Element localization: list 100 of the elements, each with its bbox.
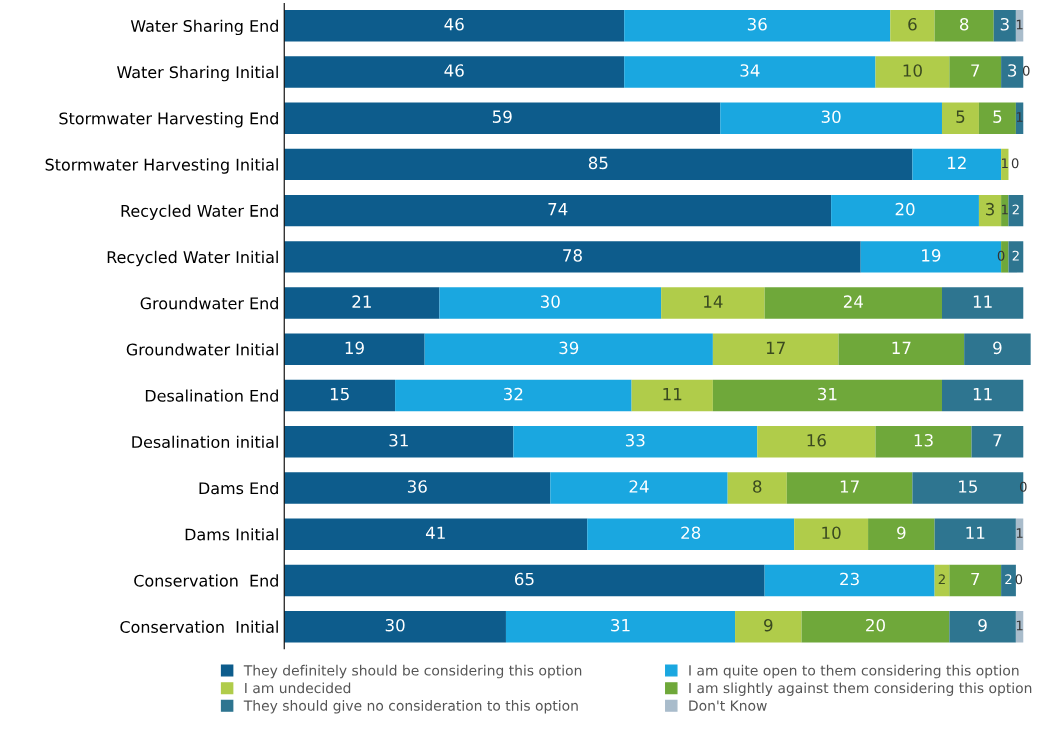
bar bbox=[395, 379, 632, 412]
y-tick-label: Conservation End bbox=[134, 574, 278, 587]
y-tick-label: Dams End bbox=[199, 481, 278, 495]
y-tick-label: Stormwater Harvesting End bbox=[59, 112, 278, 128]
bar bbox=[712, 379, 942, 412]
data-label: 7 bbox=[993, 434, 1002, 447]
data-label: 19 bbox=[345, 341, 364, 355]
bar bbox=[786, 472, 913, 504]
y-tick-label: Recycled Water Initial bbox=[107, 250, 278, 267]
data-label: 33 bbox=[625, 433, 645, 447]
bar bbox=[1008, 241, 1024, 273]
y-tick-label: Desalination End bbox=[145, 389, 278, 402]
bar bbox=[764, 287, 942, 319]
bar bbox=[631, 379, 713, 412]
bar bbox=[550, 472, 728, 504]
data-label: 8 bbox=[959, 17, 969, 31]
bar bbox=[794, 518, 869, 550]
bar bbox=[934, 518, 1016, 550]
bar bbox=[284, 518, 588, 550]
data-label: 36 bbox=[407, 480, 427, 493]
data-label: 41 bbox=[425, 526, 445, 539]
bar bbox=[424, 333, 713, 366]
bar bbox=[941, 287, 1024, 319]
data-label: 34 bbox=[740, 64, 760, 77]
bar bbox=[284, 194, 832, 227]
data-label: 8 bbox=[753, 480, 762, 493]
bar bbox=[993, 9, 1016, 42]
bar bbox=[949, 564, 1002, 597]
data-label: 21 bbox=[352, 295, 371, 308]
bar bbox=[284, 287, 440, 319]
data-label: 9 bbox=[978, 618, 987, 632]
data-label: 30 bbox=[385, 618, 405, 632]
bar bbox=[284, 241, 861, 273]
data-label: 5 bbox=[956, 110, 965, 123]
y-tick-label: Groundwater Initial bbox=[126, 343, 278, 356]
y-tick-label: Dams Initial bbox=[185, 528, 278, 541]
bar bbox=[720, 102, 942, 134]
legend-label: I am quite open to them considering this option bbox=[689, 664, 1019, 679]
bar bbox=[868, 518, 935, 550]
data-label: 31 bbox=[818, 387, 837, 401]
data-label: 28 bbox=[681, 526, 701, 540]
data-label: 3 bbox=[1008, 64, 1017, 77]
data-label: 7 bbox=[971, 572, 980, 586]
y-tick-label: Desalination initial bbox=[132, 435, 278, 449]
bar bbox=[284, 564, 765, 597]
bar bbox=[941, 102, 979, 134]
data-label: 0 bbox=[1022, 65, 1030, 76]
data-label: 10 bbox=[903, 64, 922, 77]
bar bbox=[949, 56, 1002, 88]
data-label: 5 bbox=[993, 110, 1002, 123]
bar bbox=[978, 194, 1002, 227]
bar bbox=[964, 333, 1031, 366]
data-label: 20 bbox=[895, 202, 915, 216]
data-label: 7 bbox=[971, 64, 980, 77]
data-label: 1 bbox=[1016, 620, 1023, 631]
y-tick-label: Conservation Initial bbox=[120, 620, 278, 633]
y-tick-label: Water Sharing Initial bbox=[117, 65, 278, 82]
data-label: 32 bbox=[504, 387, 523, 401]
data-label: 0 bbox=[997, 250, 1005, 261]
data-label: 9 bbox=[993, 341, 1002, 355]
data-label: 9 bbox=[897, 526, 906, 540]
data-label: 20 bbox=[866, 618, 885, 632]
bar bbox=[1001, 564, 1016, 597]
bar bbox=[284, 9, 625, 42]
bar bbox=[284, 379, 396, 412]
data-label: 3 bbox=[985, 202, 994, 216]
bar bbox=[727, 472, 787, 504]
data-label: 9 bbox=[764, 618, 773, 632]
data-label: 17 bbox=[892, 341, 911, 354]
data-label: 78 bbox=[563, 249, 582, 262]
bar bbox=[978, 102, 1016, 134]
bar bbox=[941, 379, 1024, 412]
y-tick-label: Groundwater End bbox=[140, 297, 278, 310]
data-label: 6 bbox=[908, 17, 917, 31]
legend-label: They definitely should be considering this option bbox=[243, 664, 582, 679]
data-label: 30 bbox=[540, 295, 560, 308]
data-label: 11 bbox=[973, 387, 992, 401]
data-label: 11 bbox=[966, 526, 985, 539]
legend-label: I am slightly against them considering this option bbox=[689, 682, 1032, 696]
bar bbox=[801, 610, 950, 643]
data-label: 24 bbox=[629, 480, 649, 493]
bar bbox=[1008, 194, 1024, 227]
bar bbox=[661, 287, 765, 319]
data-label: 17 bbox=[840, 480, 859, 493]
data-label: 65 bbox=[514, 572, 534, 586]
data-label: 1 bbox=[1016, 528, 1023, 538]
legend-label: They should give no consideration to this option bbox=[243, 700, 578, 714]
data-label: 16 bbox=[807, 433, 826, 447]
data-label: 0 bbox=[1011, 158, 1019, 169]
data-label: 11 bbox=[973, 295, 992, 308]
bar bbox=[284, 333, 425, 366]
data-label: 2 bbox=[1005, 574, 1012, 585]
bar bbox=[971, 426, 1024, 458]
legend-label: Don't Know bbox=[689, 700, 767, 711]
bar bbox=[284, 610, 506, 643]
data-label: 36 bbox=[747, 17, 767, 31]
bar bbox=[934, 9, 994, 42]
bar bbox=[757, 426, 876, 458]
bar bbox=[284, 102, 721, 134]
y-tick-label: Stormwater Harvesting Initial bbox=[45, 158, 278, 174]
